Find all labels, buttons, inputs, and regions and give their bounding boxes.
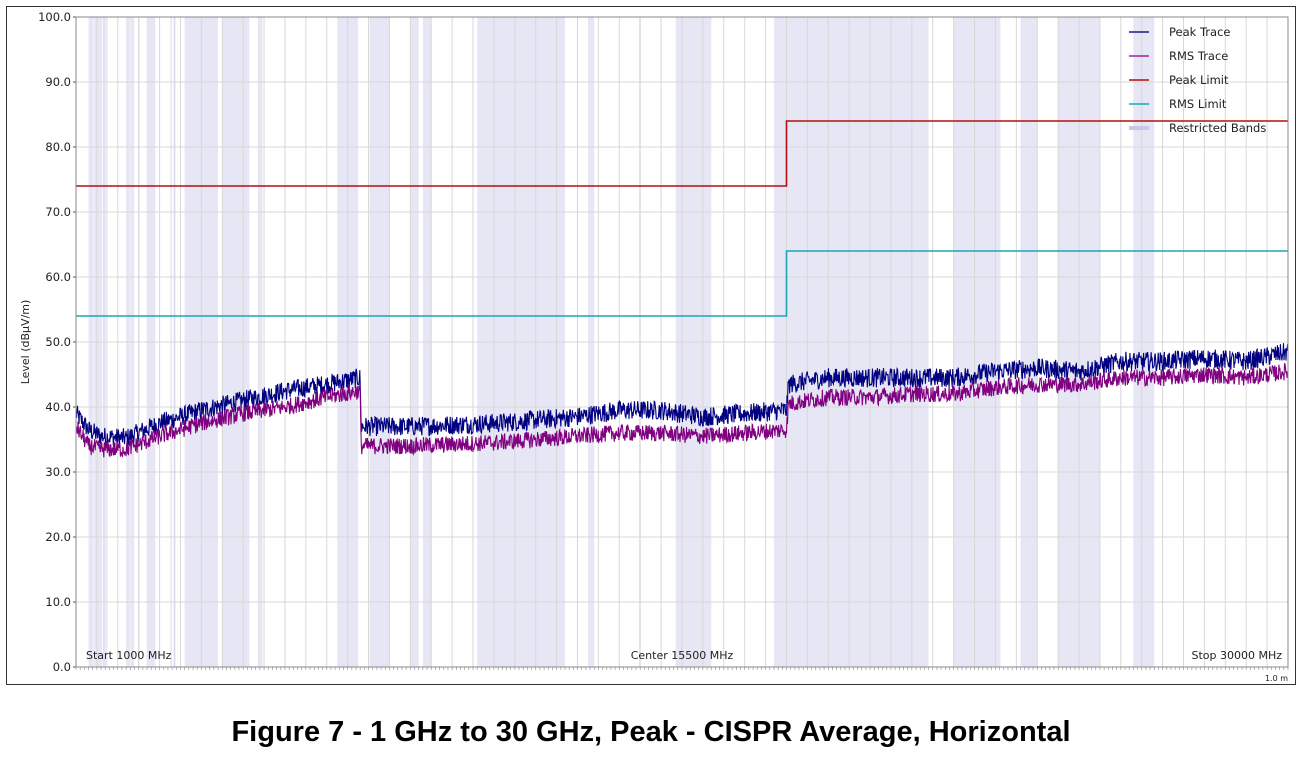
- legend-label: RMS Limit: [1169, 97, 1227, 111]
- x-center-label: Center 15500 MHz: [631, 649, 734, 662]
- series-layer: [75, 120, 1289, 458]
- spectrum-plot: 0.0 10.0 20.0 30.0 40.0 50.0 60.0 70.0 80.0 90.0 1…: [19, 10, 1289, 683]
- y-tick-label: 100.0: [38, 10, 71, 24]
- grid-layer: [76, 16, 1288, 668]
- y-tick-label: 0.0: [53, 660, 71, 674]
- legend: Peak Trace RMS Trace Peak Limit RMS Limit Re…: [1129, 25, 1266, 135]
- chart-frame: 0.0 10.0 20.0 30.0 40.0 50.0 60.0 70.0 80.0 90.0 1…: [6, 6, 1296, 685]
- peak-trace-line: [75, 343, 1289, 448]
- corner-note: 1.0 m: [1265, 674, 1288, 683]
- figure-caption: Figure 7 - 1 GHz to 30 GHz, Peak - CISPR…: [231, 716, 1071, 748]
- y-tick-label: 40.0: [45, 400, 71, 414]
- y-tick-label: 90.0: [45, 75, 71, 89]
- rms-limit-line: [76, 250, 1288, 317]
- y-tick-label: 80.0: [45, 140, 71, 154]
- x-stop-label: Stop 30000 MHz: [1191, 649, 1282, 662]
- axis-layer: 0.0 10.0 20.0 30.0 40.0 50.0 60.0 70.0 80.0 90.0 1…: [38, 10, 1289, 674]
- y-tick-label: 30.0: [45, 465, 71, 479]
- legend-label: Peak Limit: [1169, 73, 1229, 87]
- rms-trace-line: [75, 362, 1289, 458]
- legend-label: Restricted Bands: [1169, 121, 1266, 135]
- peak-limit-line: [76, 120, 1288, 187]
- legend-label: Peak Trace: [1169, 25, 1230, 39]
- y-tick-label: 20.0: [45, 530, 71, 544]
- legend-label: RMS Trace: [1169, 49, 1228, 63]
- x-start-label: Start 1000 MHz: [86, 649, 172, 662]
- y-tick-label: 50.0: [45, 335, 71, 349]
- y-axis-label: Level (dBµV/m): [19, 300, 32, 385]
- y-tick-label: 70.0: [45, 205, 71, 219]
- y-tick-label: 10.0: [45, 595, 71, 609]
- y-tick-label: 60.0: [45, 270, 71, 284]
